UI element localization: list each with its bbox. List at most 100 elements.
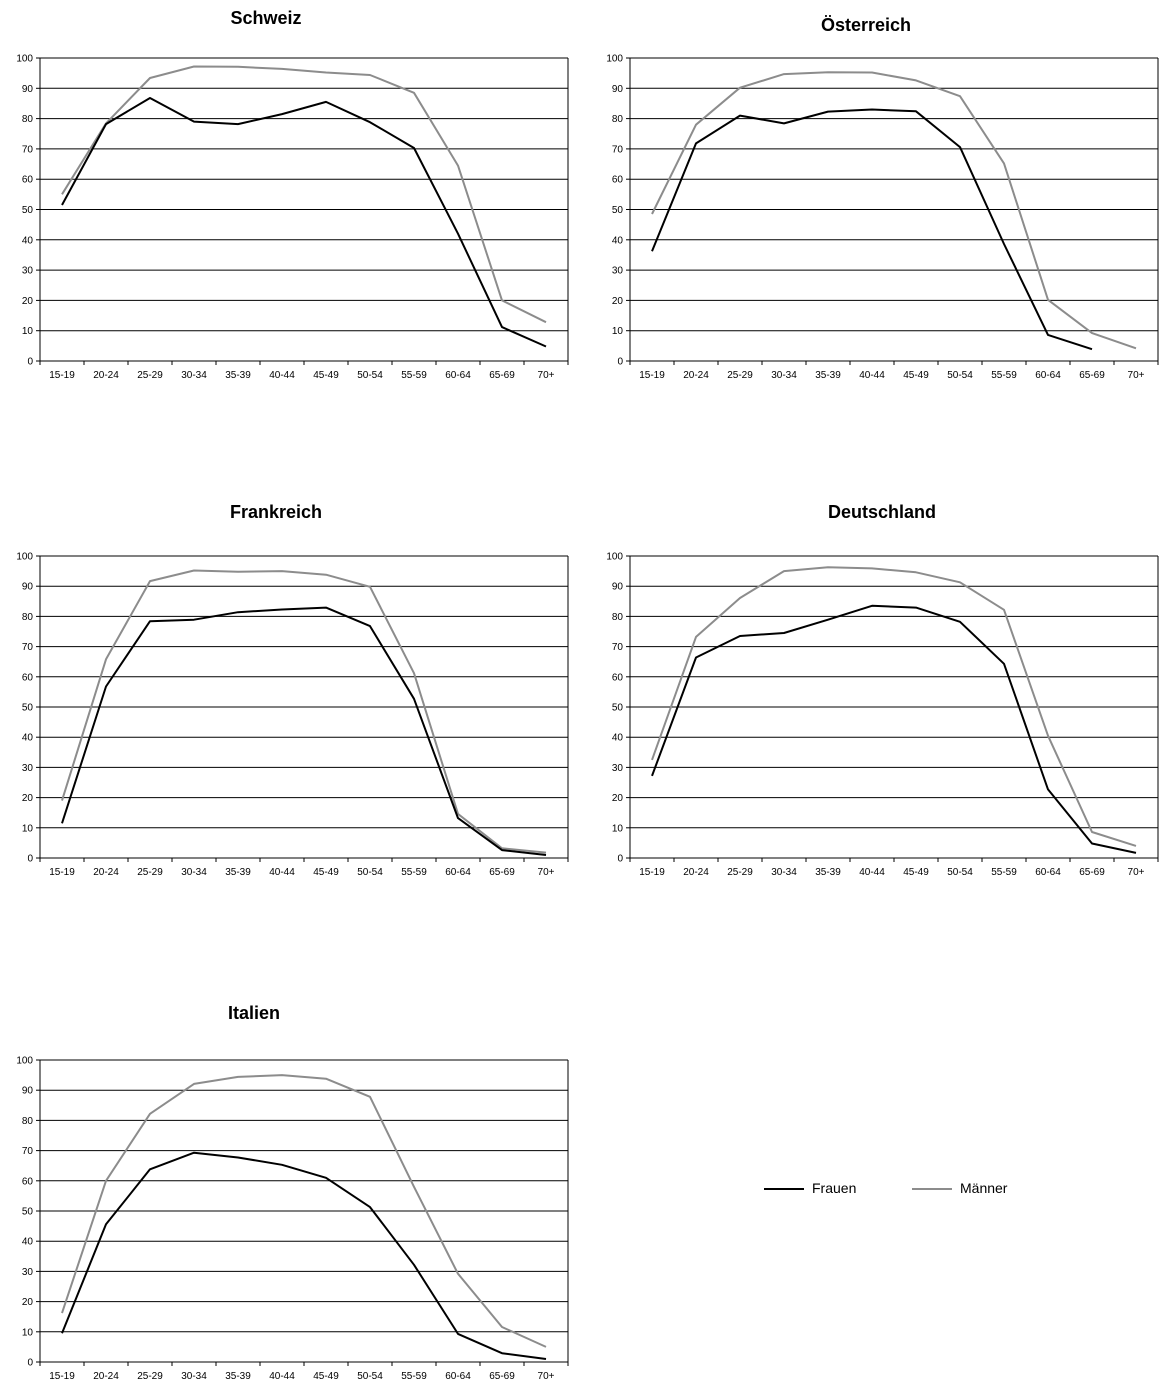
legend-maenner-label: Männer	[960, 1180, 1008, 1196]
x-tick-label-italien-8: 55-59	[401, 1371, 427, 1382]
y-tick-label-frankreich-0: 0	[27, 854, 33, 865]
y-tick-label-italien-70: 70	[22, 1146, 34, 1157]
x-tick-label-deutschland-7: 50-54	[947, 867, 973, 878]
y-tick-label-deutschland-20: 20	[612, 793, 624, 804]
x-tick-label-italien-0: 15-19	[49, 1371, 75, 1382]
x-tick-label-deutschland-10: 65-69	[1079, 867, 1105, 878]
chart-title-oesterreich: Österreich	[820, 15, 912, 35]
x-tick-label-deutschland-4: 35-39	[815, 867, 841, 878]
y-tick-label-oesterreich-80: 80	[612, 114, 624, 125]
x-tick-label-deutschland-8: 55-59	[991, 867, 1017, 878]
x-tick-label-italien-9: 60-64	[445, 1371, 471, 1382]
y-tick-label-deutschland-40: 40	[612, 733, 624, 744]
y-tick-label-schweiz-40: 40	[22, 235, 34, 246]
chart-title-deutschland: Deutschland	[827, 502, 937, 522]
y-tick-label-schweiz-90: 90	[22, 84, 34, 95]
x-tick-label-italien-1: 20-24	[93, 1371, 119, 1382]
x-tick-label-frankreich-3: 30-34	[181, 867, 207, 878]
x-tick-label-schweiz-5: 40-44	[269, 370, 295, 381]
y-tick-label-frankreich-80: 80	[22, 612, 34, 623]
y-tick-label-italien-40: 40	[22, 1237, 34, 1248]
x-tick-label-frankreich-7: 50-54	[357, 867, 383, 878]
x-tick-label-schweiz-8: 55-59	[401, 370, 427, 381]
y-tick-label-oesterreich-20: 20	[612, 296, 624, 307]
x-tick-label-frankreich-2: 25-29	[137, 867, 163, 878]
y-tick-label-schweiz-70: 70	[22, 144, 34, 155]
x-tick-label-frankreich-6: 45-49	[313, 867, 339, 878]
x-tick-label-italien-4: 35-39	[225, 1371, 251, 1382]
y-tick-label-schweiz-60: 60	[22, 175, 34, 186]
y-tick-label-oesterreich-40: 40	[612, 235, 624, 246]
y-tick-label-frankreich-40: 40	[22, 733, 34, 744]
y-tick-label-frankreich-90: 90	[22, 582, 34, 593]
y-tick-label-italien-50: 50	[22, 1207, 34, 1218]
x-tick-label-schweiz-7: 50-54	[357, 370, 383, 381]
series-line-deutschland-maenner	[651, 566, 1137, 847]
y-tick-label-oesterreich-90: 90	[612, 84, 624, 95]
x-tick-label-deutschland-5: 40-44	[859, 867, 885, 878]
series-line-italien-frauen	[61, 1151, 547, 1360]
x-tick-label-oesterreich-4: 35-39	[815, 370, 841, 381]
x-tick-label-frankreich-8: 55-59	[401, 867, 427, 878]
x-tick-label-oesterreich-1: 20-24	[683, 370, 709, 381]
x-tick-label-frankreich-9: 60-64	[445, 867, 471, 878]
series-line-frankreich-maenner	[61, 569, 547, 854]
x-tick-label-schweiz-11: 70+	[538, 370, 555, 381]
legend-maenner-swatch	[912, 1188, 952, 1191]
y-tick-label-italien-30: 30	[22, 1267, 34, 1278]
x-tick-label-schweiz-10: 65-69	[489, 370, 515, 381]
y-tick-label-deutschland-50: 50	[612, 703, 624, 714]
x-tick-label-italien-7: 50-54	[357, 1371, 383, 1382]
x-tick-label-frankreich-0: 15-19	[49, 867, 75, 878]
y-tick-label-deutschland-0: 0	[617, 854, 623, 865]
y-tick-label-schweiz-20: 20	[22, 296, 34, 307]
y-tick-label-deutschland-10: 10	[612, 823, 624, 834]
y-tick-label-deutschland-100: 100	[606, 552, 623, 563]
x-tick-label-italien-3: 30-34	[181, 1371, 207, 1382]
series-line-schweiz-maenner	[61, 65, 547, 324]
x-tick-label-oesterreich-6: 45-49	[903, 370, 929, 381]
y-tick-label-oesterreich-60: 60	[612, 175, 624, 186]
x-tick-label-deutschland-2: 25-29	[727, 867, 753, 878]
y-tick-label-schweiz-50: 50	[22, 205, 34, 216]
y-tick-label-oesterreich-70: 70	[612, 144, 624, 155]
y-tick-label-oesterreich-100: 100	[606, 54, 623, 65]
y-tick-label-italien-60: 60	[22, 1176, 34, 1187]
y-tick-label-schweiz-0: 0	[27, 357, 33, 368]
legend-item-frauen: Frauen	[764, 1180, 856, 1196]
y-tick-label-oesterreich-10: 10	[612, 326, 624, 337]
y-tick-label-schweiz-80: 80	[22, 114, 34, 125]
y-tick-label-italien-0: 0	[27, 1358, 33, 1369]
y-tick-label-deutschland-80: 80	[612, 612, 624, 623]
series-line-schweiz-frauen	[61, 97, 547, 348]
series-line-oesterreich-maenner	[651, 71, 1137, 350]
y-tick-label-frankreich-20: 20	[22, 793, 34, 804]
x-tick-label-schweiz-1: 20-24	[93, 370, 119, 381]
x-tick-label-oesterreich-2: 25-29	[727, 370, 753, 381]
x-tick-label-oesterreich-0: 15-19	[639, 370, 665, 381]
series-line-italien-maenner	[61, 1074, 547, 1348]
x-tick-label-deutschland-1: 20-24	[683, 867, 709, 878]
series-line-deutschland-frauen	[651, 604, 1137, 854]
legend-frauen-label: Frauen	[812, 1180, 857, 1196]
x-tick-label-italien-6: 45-49	[313, 1371, 339, 1382]
x-tick-label-schweiz-6: 45-49	[313, 370, 339, 381]
y-tick-label-italien-90: 90	[22, 1086, 34, 1097]
y-tick-label-oesterreich-0: 0	[617, 357, 623, 368]
x-tick-label-schweiz-4: 35-39	[225, 370, 251, 381]
series-line-oesterreich-frauen	[651, 108, 1093, 351]
x-tick-label-oesterreich-8: 55-59	[991, 370, 1017, 381]
x-tick-label-oesterreich-11: 70+	[1128, 370, 1145, 381]
x-tick-label-italien-11: 70+	[538, 1371, 555, 1382]
series-line-frankreich-frauen	[61, 606, 547, 856]
y-tick-label-italien-100: 100	[16, 1056, 33, 1067]
y-tick-label-frankreich-30: 30	[22, 763, 34, 774]
x-tick-label-deutschland-0: 15-19	[639, 867, 665, 878]
x-tick-label-frankreich-11: 70+	[538, 867, 555, 878]
y-tick-label-schweiz-30: 30	[22, 266, 34, 277]
y-tick-label-deutschland-70: 70	[612, 642, 624, 653]
x-tick-label-oesterreich-7: 50-54	[947, 370, 973, 381]
y-tick-label-oesterreich-30: 30	[612, 266, 624, 277]
x-tick-label-deutschland-6: 45-49	[903, 867, 929, 878]
